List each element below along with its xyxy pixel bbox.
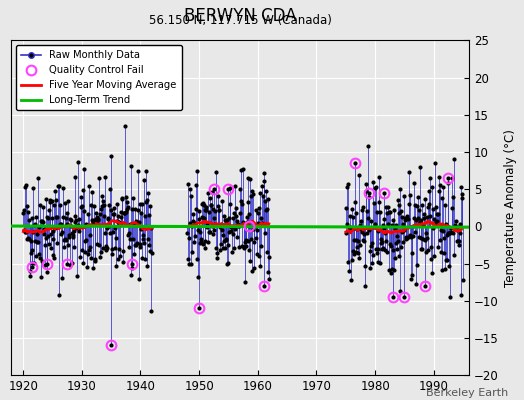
Y-axis label: Temperature Anomaly (°C): Temperature Anomaly (°C) — [504, 129, 517, 287]
Text: Berkeley Earth: Berkeley Earth — [426, 388, 508, 398]
Legend: Raw Monthly Data, Quality Control Fail, Five Year Moving Average, Long-Term Tren: Raw Monthly Data, Quality Control Fail, … — [16, 45, 182, 110]
Text: 56.150 N, 117.715 W (Canada): 56.150 N, 117.715 W (Canada) — [149, 14, 332, 27]
Title: BERWYN CDA: BERWYN CDA — [184, 7, 297, 25]
